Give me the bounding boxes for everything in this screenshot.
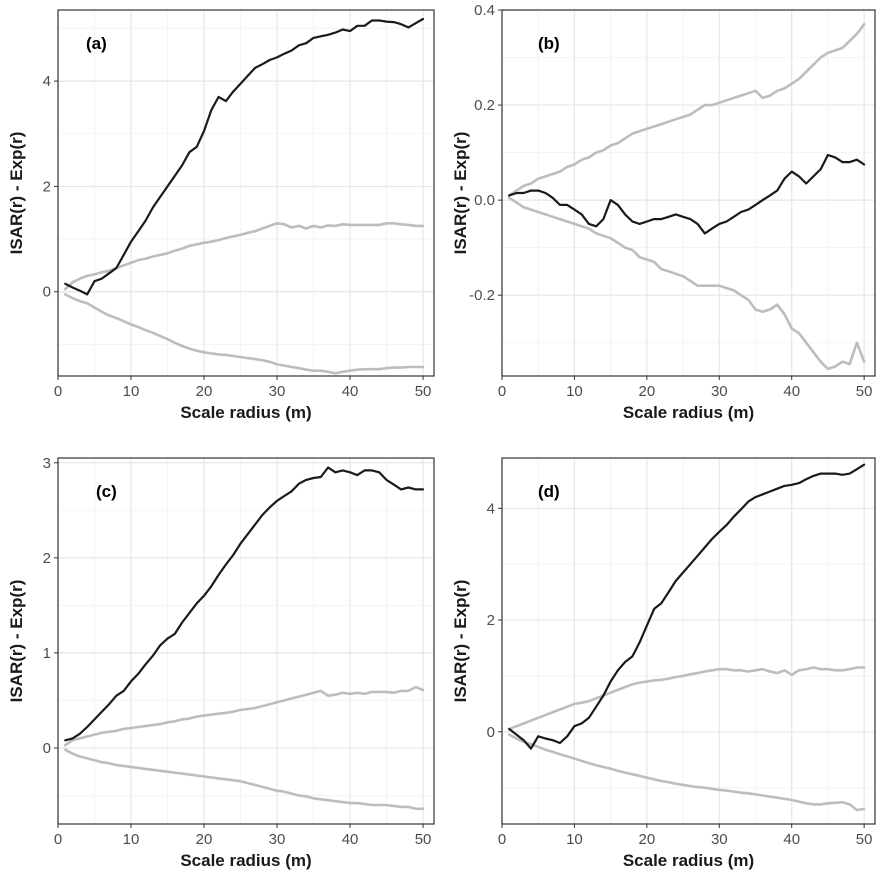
x-axis-title: Scale radius (m) <box>180 851 311 870</box>
series-line-envelope-lower <box>64 748 425 811</box>
x-tick-label: 20 <box>196 383 213 400</box>
series-line-envelope-lower <box>507 733 866 812</box>
y-tick-label: 0 <box>43 740 51 757</box>
panel-border <box>57 9 435 377</box>
y-axis-title: ISAR(r) - Exp(r) <box>451 580 470 703</box>
y-tick-label: 4 <box>43 73 51 90</box>
panel-label: (c) <box>96 482 117 501</box>
series-line-envelope-upper <box>507 666 866 731</box>
x-tick-label: 50 <box>415 383 432 400</box>
x-tick-label: 0 <box>498 831 506 848</box>
y-axis-title: ISAR(r) - Exp(r) <box>7 132 26 255</box>
y-tick-label: 3 <box>43 455 51 472</box>
x-tick-label: 10 <box>123 383 140 400</box>
x-tick-label: 0 <box>498 383 506 400</box>
y-axis-title: ISAR(r) - Exp(r) <box>451 132 470 255</box>
series-line-envelope-upper <box>507 23 866 197</box>
x-tick-label: 20 <box>639 831 656 848</box>
y-tick-label: 0.2 <box>474 97 495 114</box>
x-tick-label: 20 <box>639 383 656 400</box>
x-tick-label: 30 <box>269 383 286 400</box>
y-tick-label: 4 <box>487 500 495 517</box>
y-axis-title: ISAR(r) - Exp(r) <box>7 580 26 703</box>
y-tick-label: 2 <box>487 612 495 629</box>
x-tick-label: 20 <box>196 831 213 848</box>
series-line-envelope-lower <box>507 196 866 371</box>
panel-a: 0 10 20 30 40 50 0 2 4 (a) Scale radius (m) ISAR(r)… <box>7 9 435 422</box>
panel-border <box>57 457 435 825</box>
panel-label: (d) <box>538 482 560 501</box>
y-tick-label: 1 <box>43 645 51 662</box>
x-tick-label: 30 <box>711 383 728 400</box>
x-tick-label: 40 <box>342 383 359 400</box>
panel-label: (a) <box>86 34 107 53</box>
x-tick-label: 50 <box>856 383 873 400</box>
y-tick-label: 0 <box>487 724 495 741</box>
series-line-envelope-lower <box>64 293 425 375</box>
series-line-observed <box>508 153 866 235</box>
x-axis-title: Scale radius (m) <box>623 403 754 422</box>
panel-label: (b) <box>538 34 560 53</box>
panel-border <box>501 9 876 377</box>
x-tick-label: 10 <box>566 383 583 400</box>
series-line-envelope-upper <box>64 685 425 747</box>
x-axis-title: Scale radius (m) <box>623 851 754 870</box>
series-line-observed <box>64 466 425 742</box>
x-tick-label: 10 <box>123 831 140 848</box>
panel-b: 0 10 20 30 40 50 -0.2 0.0 0.2 0.4 (b) Scale radius … <box>451 2 876 422</box>
x-tick-label: 0 <box>54 831 62 848</box>
y-tick-label: 0 <box>43 284 51 301</box>
y-tick-label: 0.4 <box>474 2 495 19</box>
panel-c: 0 10 20 30 40 50 0 1 2 3 (c) Scale radius (m) ISAR(r… <box>7 455 435 870</box>
panel-d: 0 10 20 30 40 50 0 2 4 (d) Scale radius (m) ISAR(r)… <box>451 457 876 870</box>
x-tick-label: 40 <box>342 831 359 848</box>
x-tick-label: 40 <box>783 383 800 400</box>
x-axis-title: Scale radius (m) <box>180 403 311 422</box>
x-tick-label: 0 <box>54 383 62 400</box>
x-tick-label: 50 <box>856 831 873 848</box>
x-tick-label: 10 <box>566 831 583 848</box>
series-line-envelope-upper <box>64 222 425 291</box>
series-line-observed <box>64 17 425 296</box>
panel-border <box>501 457 876 825</box>
y-tick-label: 0.0 <box>474 192 495 209</box>
y-tick-label: 2 <box>43 178 51 195</box>
x-tick-label: 40 <box>783 831 800 848</box>
x-tick-label: 30 <box>711 831 728 848</box>
x-tick-label: 30 <box>269 831 286 848</box>
x-tick-label: 50 <box>415 831 432 848</box>
series-line-observed <box>508 463 866 750</box>
y-tick-label: -0.2 <box>469 287 495 304</box>
y-tick-label: 2 <box>43 550 51 567</box>
